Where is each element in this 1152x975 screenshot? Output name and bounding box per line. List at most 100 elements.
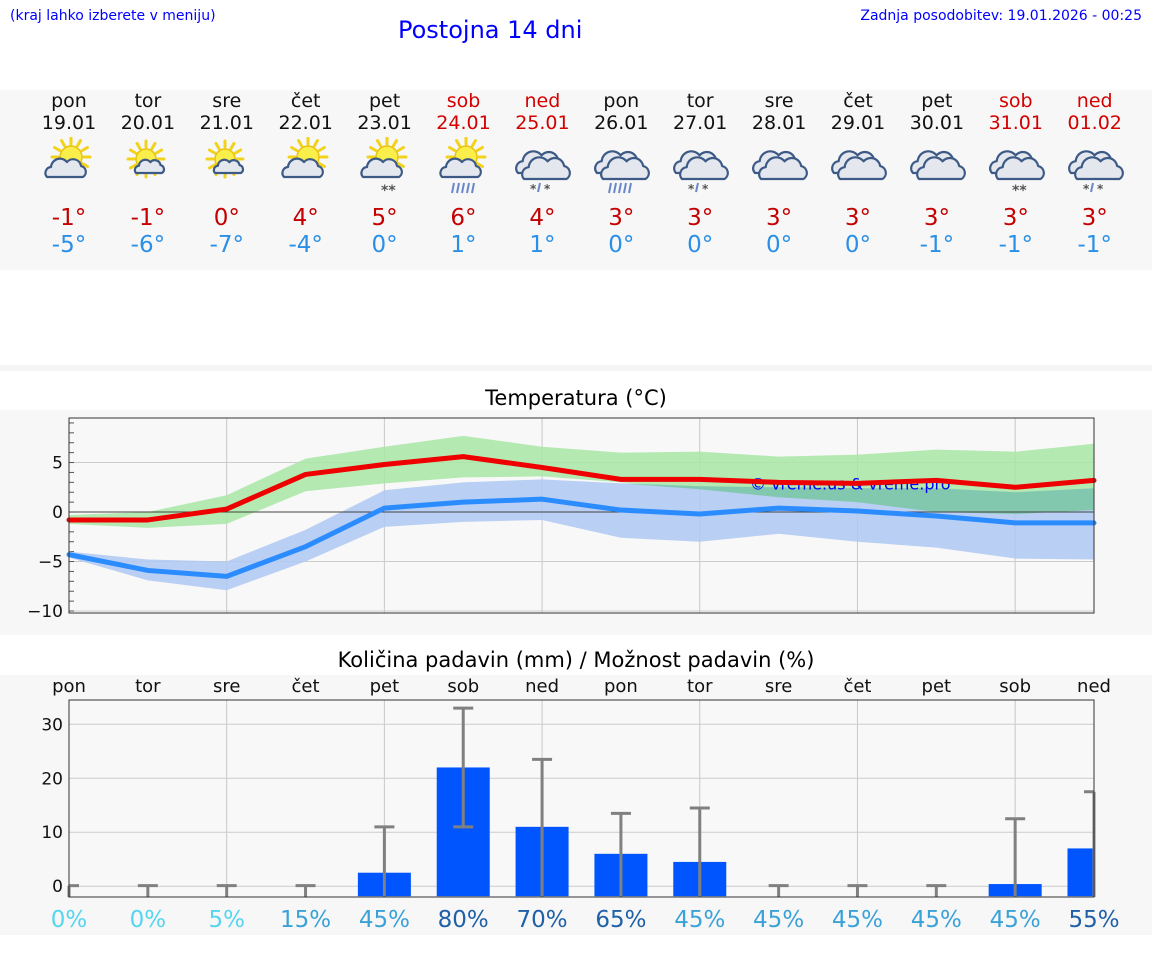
y-tick-label: 10 (41, 823, 63, 843)
precip-probability: 45% (832, 907, 883, 933)
location-hint: (kraj lahko izberete v meniju) (10, 8, 216, 24)
temp-min: -1° (1077, 232, 1112, 258)
precip-probability: 65% (595, 907, 646, 933)
temperature-chart-panel: 5 0 −5 −10 © vreme.us & vreme.pro (0, 410, 1152, 635)
day-name: ned (524, 90, 561, 112)
plot-frame (68, 699, 1095, 898)
day-date: 23.01 (357, 112, 412, 134)
day-date: 27.01 (672, 112, 728, 134)
day-forecast: pon 19.01 -1° -5° (29, 90, 109, 258)
precip-probability: 80% (438, 907, 489, 933)
day-date: 31.01 (988, 112, 1043, 134)
svg-text:*: * (544, 182, 551, 196)
svg-text:*: * (1083, 182, 1090, 196)
day-date: 26.01 (594, 112, 649, 134)
precip-probability: 45% (753, 907, 804, 933)
y-tick-label: 20 (41, 769, 63, 789)
day-label: pet (370, 676, 400, 697)
temp-min: -7° (209, 232, 245, 258)
sun-cloud-rain-icon (424, 134, 504, 204)
day-forecast: ned 01.02 * * 3° -1° (1055, 90, 1135, 258)
svg-text:*: * (702, 182, 709, 196)
day-label: pet (922, 676, 952, 697)
temp-max: 3° (1081, 205, 1108, 231)
sun-cloud-snow-icon: ** (345, 134, 425, 204)
day-name: pon (603, 90, 640, 112)
precipitation-chart: 30 20 10 0 pon tor sre čet pet sob ned pon tor sre čet… (41, 676, 1119, 933)
sun-small-cloud-icon (108, 134, 188, 204)
temp-max: 5° (371, 205, 398, 231)
day-forecast: sre 21.01 0° -7° (187, 90, 267, 258)
day-name: sre (764, 90, 794, 112)
day-label: pon (604, 676, 638, 697)
temp-max: 3° (766, 205, 793, 231)
day-name: pet (921, 90, 953, 112)
sun-small-cloud-icon (187, 134, 267, 204)
band-overlap (69, 479, 1094, 562)
svg-text:*: * (688, 182, 695, 196)
max-temp-line (66, 454, 1097, 523)
day-name: sob (999, 90, 1033, 112)
precipitation-chart-title: Količina padavin (mm) / Možnost padavin … (337, 648, 815, 672)
day-label: čet (292, 676, 320, 697)
day-forecast: čet 22.01 4° -4° (266, 90, 346, 258)
day-date: 22.01 (278, 112, 333, 134)
precip-probability: 55% (1068, 907, 1119, 933)
precip-bar (1067, 848, 1094, 897)
sun-cloud-icon (266, 134, 346, 204)
temp-min: 0° (608, 232, 635, 258)
day-name: čet (290, 90, 321, 112)
precip-probability: 70% (517, 907, 568, 933)
day-date: 20.01 (120, 112, 176, 134)
day-date: 30.01 (909, 112, 965, 134)
day-name: tor (686, 90, 714, 112)
cloud-sleet-icon: * * (1055, 134, 1135, 204)
day-name: pon (51, 90, 87, 112)
day-label: pon (52, 676, 86, 697)
day-name: tor (134, 90, 162, 112)
temp-min: -1° (998, 232, 1034, 258)
plot-frame (68, 417, 1095, 614)
y-tick-label: −5 (38, 553, 63, 573)
cloud-sleet-icon: * * (660, 134, 740, 204)
svg-text:**: ** (1012, 183, 1027, 199)
temperature-chart: 50−5−10© vreme.us & vreme.pro (27, 417, 1097, 622)
precip-probability: 45% (674, 907, 725, 933)
day-date: 24.01 (436, 112, 491, 134)
svg-text:*: * (1097, 182, 1104, 196)
page-title: Postojna 14 dni (398, 16, 583, 44)
day-date: 29.01 (830, 112, 886, 134)
day-label: tor (687, 676, 713, 697)
temp-max: -1° (51, 205, 87, 231)
temp-max: 4° (292, 205, 319, 231)
precip-probability: 15% (280, 907, 331, 933)
day-forecast: pet 23.01 ** 5° 0° (345, 90, 425, 258)
sun-cloud-icon (29, 134, 109, 204)
day-name: sob (446, 90, 481, 112)
day-label: sre (765, 676, 792, 697)
last-updated: Zadnja posodobitev: 19.01.2026 - 00:25 (860, 8, 1142, 24)
temp-max: 3° (608, 205, 635, 231)
temp-min: 0° (844, 232, 872, 258)
precip-probability: 0% (130, 907, 167, 933)
day-forecast: tor 20.01 -1° -6° (108, 90, 188, 258)
precip-probability: 0% (51, 907, 88, 933)
temp-max: 6° (450, 205, 477, 231)
day-label: sob (999, 676, 1031, 697)
temperature-chart-title: Temperatura (°C) (485, 386, 667, 410)
temp-min: 0° (371, 232, 398, 258)
day-label: ned (525, 676, 559, 697)
max-temp-range-band (69, 435, 1094, 528)
temp-min: 1° (450, 232, 477, 258)
day-forecast: tor 27.01 * * 3° 0° (660, 90, 740, 258)
plot-area (69, 700, 1094, 897)
min-temp-range-band (69, 479, 1094, 591)
day-forecast: čet 29.01 3° 0° (818, 90, 898, 258)
temp-min: 0° (766, 232, 793, 258)
day-label: ned (1077, 676, 1111, 697)
day-name: pet (368, 90, 401, 112)
day-date: 25.01 (515, 112, 570, 134)
temp-max: 3° (923, 205, 950, 231)
svg-text:*: * (530, 182, 537, 196)
cloud-icon (739, 134, 819, 204)
